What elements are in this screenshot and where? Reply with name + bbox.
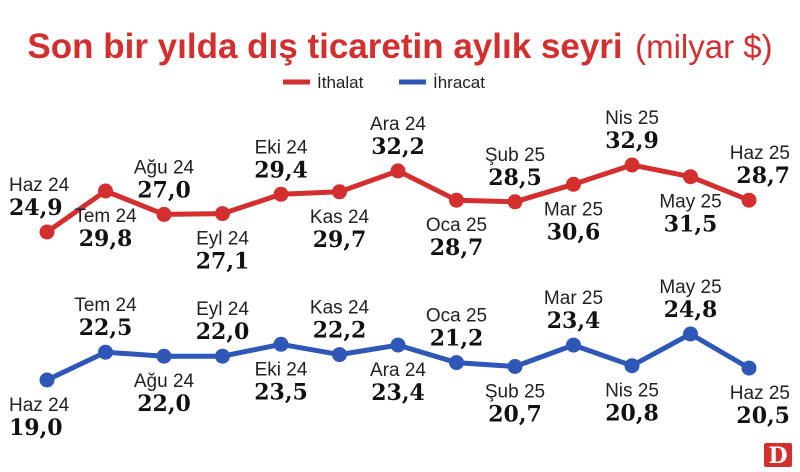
legend: İthalat İhracat: [283, 73, 485, 92]
data-label-value: 31,5: [664, 212, 718, 238]
data-point: [741, 192, 757, 208]
data-point: [98, 183, 113, 199]
data-label-value: 24,9: [9, 195, 63, 221]
data-label-value: 24,8: [664, 297, 718, 323]
data-point: [273, 336, 289, 352]
data-label-value: 28,7: [430, 235, 484, 261]
data-label-value: 28,7: [736, 163, 790, 189]
data-label-value: 23,4: [371, 380, 425, 406]
data-point: [215, 348, 230, 364]
data-label-month: Eki 24: [255, 137, 308, 158]
data-point: [39, 224, 55, 240]
data-point: [449, 192, 464, 208]
data-point: [507, 359, 523, 374]
data-label-value: 27,1: [196, 249, 250, 275]
data-label-month: Eyl 24: [196, 299, 249, 320]
data-label-month: Ara 24: [370, 114, 426, 135]
data-label-month: May 25: [659, 277, 721, 298]
data-label-month: Haz 25: [730, 383, 790, 404]
data-label-value: 22,0: [196, 319, 250, 345]
data-label-value: 22,0: [137, 391, 191, 417]
data-label-month: Tem 24: [74, 295, 137, 316]
data-label-month: Kas 24: [310, 207, 370, 228]
data-point: [449, 355, 464, 371]
data-point: [273, 186, 289, 202]
data-label-month: Tem 24: [74, 206, 137, 227]
data-label-value: 23,5: [254, 379, 308, 405]
data-label-month: Nis 25: [605, 108, 659, 129]
data-label-value: 29,7: [313, 227, 367, 253]
data-label-value: 32,2: [371, 134, 425, 160]
data-point: [98, 344, 113, 360]
legend-label-ithalat: İthalat: [317, 73, 364, 92]
data-label-value: 22,5: [79, 315, 133, 341]
data-label-month: Ağu 24: [134, 157, 195, 178]
data-label-month: Mar 25: [544, 288, 603, 309]
data-label-value: 28,5: [488, 165, 542, 191]
data-point: [683, 326, 698, 342]
data-point: [390, 337, 406, 353]
data-point: [156, 206, 172, 222]
data-point: [390, 163, 406, 179]
data-label-month: Mar 25: [544, 199, 603, 220]
publisher-logo: D: [764, 443, 792, 469]
data-label-month: Ara 24: [370, 360, 426, 381]
data-label-value: 30,6: [547, 219, 601, 245]
data-label-value: 29,8: [79, 226, 133, 252]
data-point: [507, 194, 523, 210]
data-point: [39, 372, 55, 388]
data-label-month: Haz 24: [9, 395, 70, 416]
logo-badge: [764, 443, 792, 467]
data-point: [683, 169, 698, 185]
data-label-month: Haz 25: [730, 143, 790, 164]
data-label-value: 22,2: [313, 318, 367, 344]
logo-letter: D: [768, 443, 787, 469]
legend-label-ihracat: İhracat: [433, 73, 485, 92]
data-label-value: 20,8: [605, 401, 659, 427]
data-label-value: 29,4: [254, 157, 308, 183]
data-label-value: 21,2: [430, 326, 484, 352]
data-label-month: Oca 25: [426, 215, 487, 236]
data-label-value: 19,0: [9, 415, 63, 441]
data-label-month: Eki 24: [255, 359, 308, 380]
data-label-month: Şub 25: [485, 145, 545, 166]
data-point: [156, 348, 172, 364]
data-point: [566, 337, 581, 353]
data-label-month: Şub 25: [485, 382, 545, 403]
data-label-value: 20,7: [488, 402, 542, 428]
data-label-value: 27,0: [137, 177, 191, 203]
data-label-value: 32,9: [605, 128, 659, 154]
data-label-month: Kas 24: [310, 298, 370, 319]
data-label-month: Nis 25: [605, 381, 659, 402]
data-point: [624, 157, 640, 173]
data-point: [332, 347, 347, 363]
chart-unit: (milyar $): [635, 28, 773, 65]
data-point: [215, 206, 230, 222]
data-point: [566, 176, 581, 192]
data-label-month: Ağu 24: [134, 371, 195, 392]
data-point: [741, 360, 757, 376]
chart-title: Son bir yılda dış ticaretin aylık seyri: [27, 27, 622, 66]
data-label-value: 20,5: [736, 403, 790, 429]
data-label-value: 23,4: [547, 308, 601, 334]
data-label-month: Eyl 24: [196, 229, 249, 250]
data-point: [624, 358, 640, 374]
chart-title-group: Son bir yılda dış ticaretin aylık seyri …: [27, 27, 772, 66]
data-label-month: Oca 25: [426, 306, 487, 327]
data-label-month: Haz 24: [9, 175, 70, 196]
data-point: [332, 184, 347, 200]
data-label-month: May 25: [659, 192, 721, 213]
